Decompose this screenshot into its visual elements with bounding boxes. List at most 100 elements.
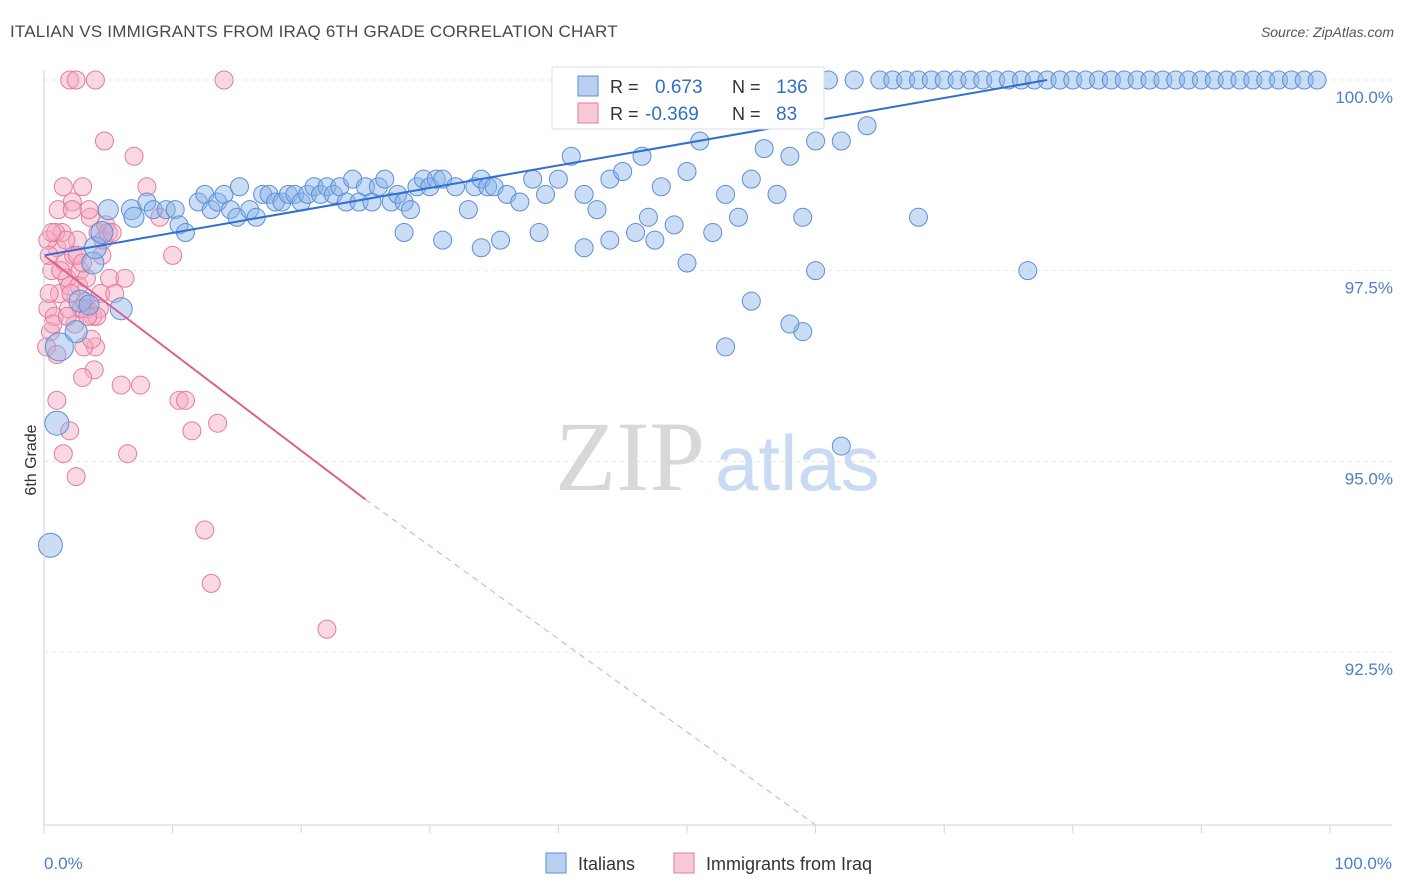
italian-point <box>767 184 787 204</box>
iraq-point <box>317 619 337 639</box>
watermark-zip: ZIP <box>555 401 705 512</box>
iraq-points <box>37 70 337 639</box>
italian-point <box>664 215 684 235</box>
iraq-point <box>73 177 93 197</box>
iraq-point <box>201 573 221 593</box>
legend-n-iraq: 83 <box>776 104 797 125</box>
italian-point <box>220 200 240 220</box>
italian-point <box>574 184 594 204</box>
bottom-legend: Italians Immigrants from Iraq <box>545 852 872 874</box>
legend-r-label-2: R = <box>610 104 639 124</box>
italian-point <box>201 200 221 220</box>
italian-point <box>81 251 105 275</box>
iraq-point <box>85 70 105 90</box>
italian-point <box>857 116 877 136</box>
italian-point <box>754 139 774 159</box>
italian-point <box>780 314 800 334</box>
iraq-point <box>118 444 138 464</box>
iraq-point <box>137 177 157 197</box>
iraq-point <box>40 322 60 342</box>
italian-point <box>529 223 549 243</box>
iraq-point <box>38 299 58 319</box>
italian-point <box>600 230 620 250</box>
iraq-point <box>66 70 86 90</box>
italian-point <box>806 131 826 151</box>
italian-point <box>844 70 864 90</box>
iraq-point <box>73 367 93 387</box>
italian-point <box>716 337 736 357</box>
italian-point <box>806 261 826 281</box>
italian-point <box>137 192 157 212</box>
iraq-point <box>150 207 170 227</box>
iraq-point <box>84 360 104 380</box>
iraq-point <box>66 467 86 487</box>
italian-point <box>651 177 671 197</box>
italian-point <box>375 169 395 189</box>
italian-point <box>793 207 813 227</box>
iraq-point <box>37 337 57 357</box>
italian-point <box>638 207 658 227</box>
italian-point <box>37 532 63 558</box>
italian-point <box>626 223 646 243</box>
bottom-legend-italians: Italians <box>578 854 635 874</box>
watermark-atlas: atlas <box>715 419 880 507</box>
italian-point <box>780 146 800 166</box>
iraq-point <box>61 284 81 304</box>
italian-point <box>1018 261 1038 281</box>
iraq-trend-line <box>43 254 367 501</box>
italian-point <box>64 320 88 344</box>
iraq-point <box>60 421 80 441</box>
legend-n-label-1: N = <box>732 77 761 97</box>
italian-point <box>510 192 530 212</box>
iraq-point <box>214 70 234 90</box>
iraq-point <box>124 146 144 166</box>
italian-point <box>394 223 414 243</box>
legend-swatch-iraq <box>577 102 599 124</box>
y-tick-label: 100.0% <box>1335 88 1393 107</box>
legend-r-italians: 0.673 <box>655 77 703 98</box>
iraq-point <box>53 444 73 464</box>
italian-point <box>908 207 928 227</box>
x-tick-label-max: 100.0% <box>1334 854 1392 873</box>
bottom-legend-swatch-iraq <box>673 852 695 874</box>
italian-point <box>523 169 543 189</box>
iraq-point <box>62 200 82 220</box>
x-ticks <box>43 825 1331 833</box>
italian-point <box>831 131 851 151</box>
iraq-point <box>182 421 202 441</box>
y-tick-labels: 92.5% 95.0% 97.5% 100.0% <box>1335 88 1393 679</box>
iraq-point <box>111 375 131 395</box>
italian-point <box>229 177 249 197</box>
legend-r-iraq: -0.369 <box>645 104 699 125</box>
iraq-point <box>73 253 93 273</box>
italian-point <box>401 200 421 220</box>
italian-point <box>426 169 446 189</box>
y-tick-label: 97.5% <box>1345 279 1393 298</box>
italian-point <box>1307 70 1327 90</box>
iraq-point <box>60 70 80 90</box>
italian-point <box>471 238 491 258</box>
italian-point <box>741 291 761 311</box>
italian-point <box>44 410 70 436</box>
italian-point <box>433 230 453 250</box>
iraq-point <box>48 200 68 220</box>
iraq-point <box>79 200 99 220</box>
bottom-legend-iraq: Immigrants from Iraq <box>706 854 872 874</box>
italian-point <box>97 199 119 221</box>
iraq-point <box>80 207 100 227</box>
italian-point <box>574 238 594 258</box>
italian-point <box>831 436 851 456</box>
italian-point <box>123 206 145 228</box>
italian-point <box>90 221 114 245</box>
italian-point <box>165 200 185 220</box>
italian-point <box>368 177 388 197</box>
grid <box>44 79 1392 653</box>
iraq-trend-extension <box>365 499 816 826</box>
iraq-point <box>96 215 116 235</box>
italian-point <box>446 177 466 197</box>
bottom-legend-swatch-italians <box>545 852 567 874</box>
italian-point <box>169 215 189 235</box>
italian-point <box>458 200 478 220</box>
x-tick-label-min: 0.0% <box>44 854 83 873</box>
